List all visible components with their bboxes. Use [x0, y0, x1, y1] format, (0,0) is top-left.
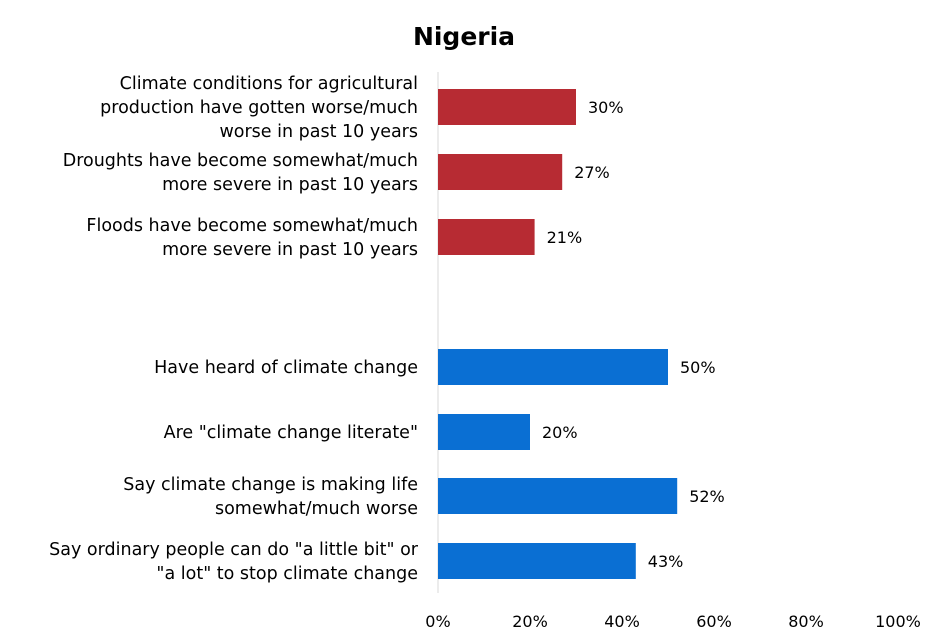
value-label-2: 27% [574, 163, 610, 182]
x-tick-label-40: 40% [604, 612, 640, 631]
category-label-5-line-1: Are "climate change literate" [164, 423, 418, 443]
x-tick-label-20: 20% [512, 612, 548, 631]
bar-7 [438, 543, 636, 579]
category-label-1-line-3: worse in past 10 years [219, 122, 418, 142]
category-label-6-line-1: Say climate change is making life [123, 475, 418, 495]
bar-3 [438, 219, 535, 255]
category-label-1-line-1: Climate conditions for agricultural [120, 74, 418, 94]
value-label-3: 21% [547, 228, 583, 247]
x-axis-ticks: 0% 20% 40% 60% 80% 100% [425, 612, 921, 631]
category-label-7-line-1: Say ordinary people can do "a little bit… [49, 540, 419, 560]
category-label-2-line-2: more severe in past 10 years [162, 175, 418, 195]
x-tick-label-0: 0% [425, 612, 450, 631]
category-label-1-line-2: production have gotten worse/much [100, 98, 418, 118]
category-label-6-line-2: somewhat/much worse [215, 499, 418, 519]
value-label-7: 43% [648, 552, 684, 571]
bar-4 [438, 349, 668, 385]
value-label-5: 20% [542, 423, 578, 442]
bar-6 [438, 478, 678, 514]
x-tick-label-100: 100% [875, 612, 921, 631]
category-label-7-line-2: "a lot" to stop climate change [156, 564, 418, 584]
x-tick-label-60: 60% [696, 612, 732, 631]
bar-2 [438, 154, 563, 190]
category-labels-group: Climate conditions for agricultural produ… [49, 74, 419, 584]
value-labels-group: 30% 27% 21% 50% 20% 52% 43% [542, 98, 725, 571]
chart-title: Nigeria [413, 22, 515, 51]
category-label-3-line-2: more severe in past 10 years [162, 240, 418, 260]
category-label-2-line-1: Droughts have become somewhat/much [63, 151, 418, 171]
bar-5 [438, 414, 530, 450]
category-label-3-line-1: Floods have become somewhat/much [86, 216, 418, 236]
value-label-4: 50% [680, 358, 716, 377]
bar-1 [438, 89, 576, 125]
category-label-4-line-1: Have heard of climate change [154, 358, 418, 378]
x-tick-label-80: 80% [788, 612, 824, 631]
value-label-1: 30% [588, 98, 624, 117]
bars-group [438, 89, 678, 579]
value-label-6: 52% [689, 487, 725, 506]
